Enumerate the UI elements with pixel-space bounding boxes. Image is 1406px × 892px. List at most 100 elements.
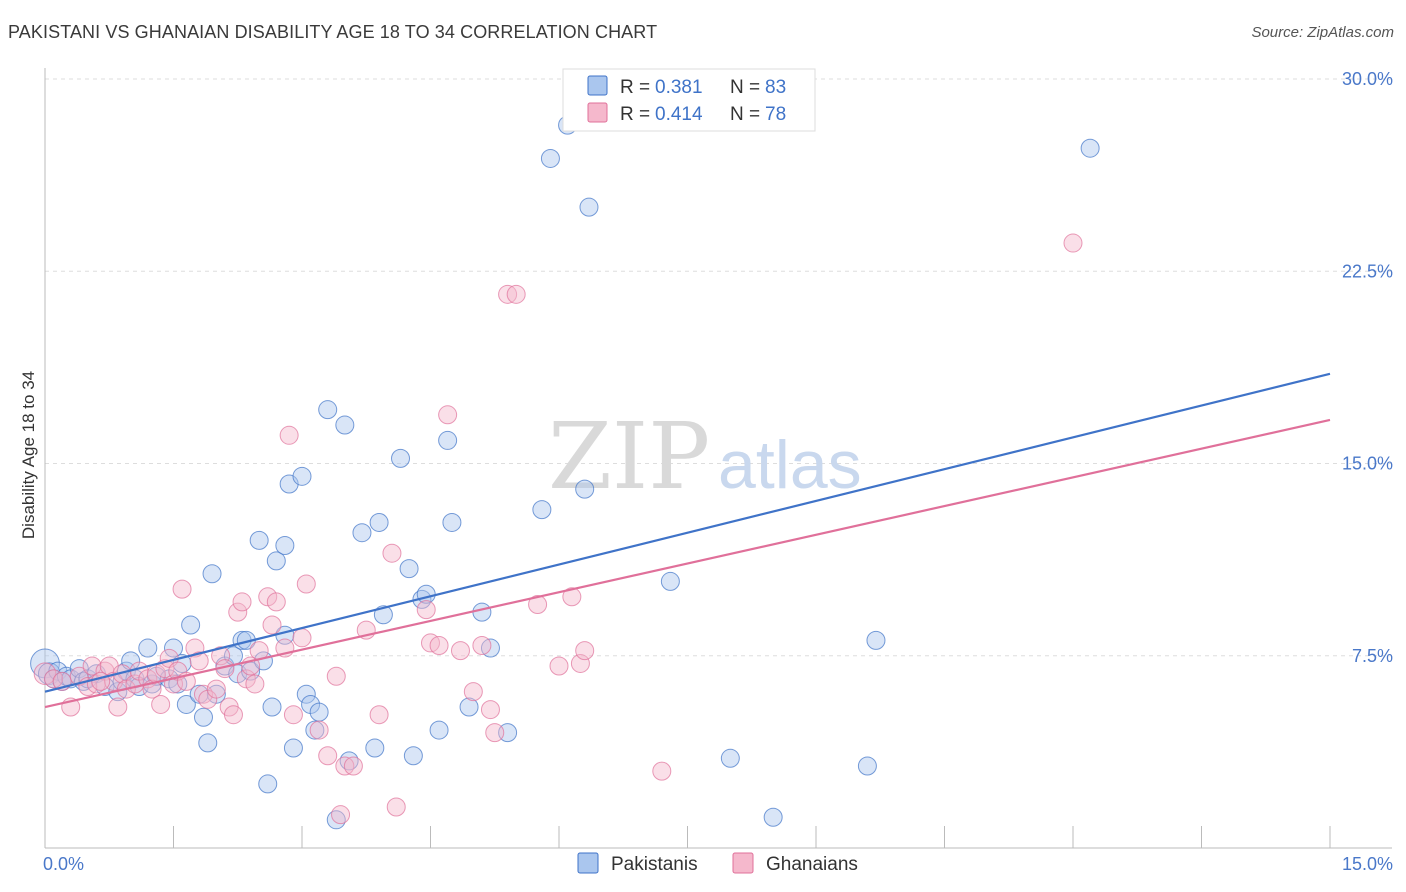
pakistani-point-59: [373, 605, 393, 625]
pakistani-point-60: [391, 448, 411, 468]
ghanaian-point-35: [228, 602, 248, 622]
ghanaian-point-70: [528, 594, 548, 614]
ghanaian-point-27: [189, 651, 209, 671]
y-axis-title: Disability Age 18 to 34: [19, 371, 38, 539]
x-tick-label-1: 15.0%: [1342, 854, 1393, 874]
pakistani-point-28: [193, 707, 213, 727]
ghanaian-point-24: [172, 579, 192, 599]
pakistani-point-73: [540, 148, 560, 168]
ghanaian-point-47: [292, 628, 312, 648]
pakistani-point-79: [763, 807, 783, 827]
pakistani-point-57: [365, 738, 385, 758]
ghanaian-point-42: [262, 615, 282, 635]
ghanaian-point-59: [416, 600, 436, 620]
pakistani-point-38: [249, 530, 269, 550]
pakistani-point-40: [258, 774, 278, 794]
pakistani-point-81: [866, 630, 886, 650]
axes: [44, 68, 1392, 849]
series-legend: Pakistanis Ghanaians: [577, 852, 858, 875]
pakistani-point-51: [309, 702, 329, 722]
pakistani-point-48: [296, 684, 316, 704]
pakistani-point-30: [202, 564, 222, 584]
pakistani-point-67: [442, 512, 462, 532]
pakistani-point-42: [266, 551, 286, 571]
ghanaian-n-label: N =: [730, 104, 760, 125]
ghanaian-point-71: [549, 656, 569, 676]
ghanaian-point-19: [151, 694, 171, 714]
ghanaian-point-11: [108, 697, 128, 717]
pakistani-point-62: [403, 746, 423, 766]
pakistani-point-56: [352, 523, 372, 543]
ghanaian-point-67: [485, 723, 505, 743]
y-tick-label-3: 30.0%: [1342, 69, 1393, 89]
ghanaian-point-65: [472, 635, 492, 655]
pakistani-point-77: [660, 571, 680, 591]
pakistani-point-65: [429, 720, 449, 740]
pakistani-r-value: 0.381: [655, 77, 703, 98]
ghanaian-n-value: 78: [765, 104, 786, 125]
ghanaians-legend-swatch: [732, 852, 754, 874]
ghanaian-point-75: [652, 761, 672, 781]
y-tick-label-1: 15.0%: [1342, 454, 1393, 474]
ghanaian-point-62: [438, 405, 458, 425]
ghanaian-point-46: [283, 705, 303, 725]
pakistani-point-41: [262, 697, 282, 717]
ghanaian-point-54: [343, 756, 363, 776]
ghanaian-point-31: [211, 646, 231, 666]
tick-labels: 7.5% 15.0% 22.5% 30.0% 0.0% 15.0%: [43, 69, 1393, 874]
ghanaian-point-66: [480, 700, 500, 720]
ghanaian-point-6: [82, 656, 102, 676]
pakistani-point-54: [335, 415, 355, 435]
pakistani-trend-line: [44, 372, 1331, 693]
pakistani-point-52: [318, 400, 338, 420]
ghanaians-legend-label: Ghanaians: [766, 854, 858, 875]
pakistani-point-18: [138, 638, 158, 658]
ghanaian-point-64: [463, 682, 483, 702]
ghanaian-point-57: [382, 543, 402, 563]
pakistani-point-68: [459, 697, 479, 717]
pakistani-n-label: N =: [730, 77, 760, 98]
ghanaian-point-77: [91, 671, 111, 691]
ghanaian-point-30: [206, 679, 226, 699]
ghanaian-point-48: [296, 574, 316, 594]
pakistani-point-69: [472, 602, 492, 622]
ghanaian-point-74: [575, 641, 595, 661]
ghanaian-point-69: [506, 284, 526, 304]
pakistani-point-80: [857, 756, 877, 776]
trend-lines: [44, 372, 1331, 709]
y-tick-label-0: 7.5%: [1352, 646, 1393, 666]
stats-legend: R = 0.381 N = 83 R = 0.414 N = 78: [562, 68, 816, 132]
ghanaian-point-76: [1063, 233, 1083, 253]
pakistani-point-47: [292, 466, 312, 486]
ghanaian-point-72: [562, 587, 582, 607]
pakistani-legend-swatch: [587, 75, 608, 96]
ghanaian-point-61: [429, 635, 449, 655]
ghanaian-r-value: 0.414: [655, 104, 703, 125]
pakistani-point-44: [275, 536, 295, 556]
chart-source: Source: ZipAtlas.com: [1251, 24, 1394, 41]
pakistani-point-66: [438, 430, 458, 450]
ghanaian-point-39: [245, 674, 265, 694]
pakistani-point-22: [164, 638, 183, 658]
ghanaian-point-49: [309, 720, 329, 740]
pakistanis-legend-label: Pakistanis: [611, 854, 698, 875]
ghanaian-point-52: [331, 805, 351, 825]
ghanaian-r-label: R =: [620, 104, 650, 125]
ghanaian-point-0: [33, 662, 57, 685]
pakistani-point-61: [399, 559, 419, 579]
ghanaian-point-45: [279, 425, 299, 445]
pakistani-point-29: [198, 733, 218, 753]
ghanaian-point-63: [450, 641, 470, 661]
pakistani-n-value: 83: [765, 77, 786, 98]
ghanaian-point-58: [386, 797, 406, 817]
watermark-zip: ZIP: [548, 403, 710, 510]
pakistani-point-25: [176, 694, 196, 714]
ghanaian-point-36: [232, 592, 252, 612]
pakistani-point-46: [283, 738, 303, 758]
ghanaian-point-43: [266, 592, 286, 612]
pakistani-point-82: [1080, 138, 1100, 158]
pakistani-point-75: [575, 479, 595, 499]
ghanaian-points: [33, 233, 1083, 825]
x-tick-label-0: 0.0%: [43, 854, 84, 874]
